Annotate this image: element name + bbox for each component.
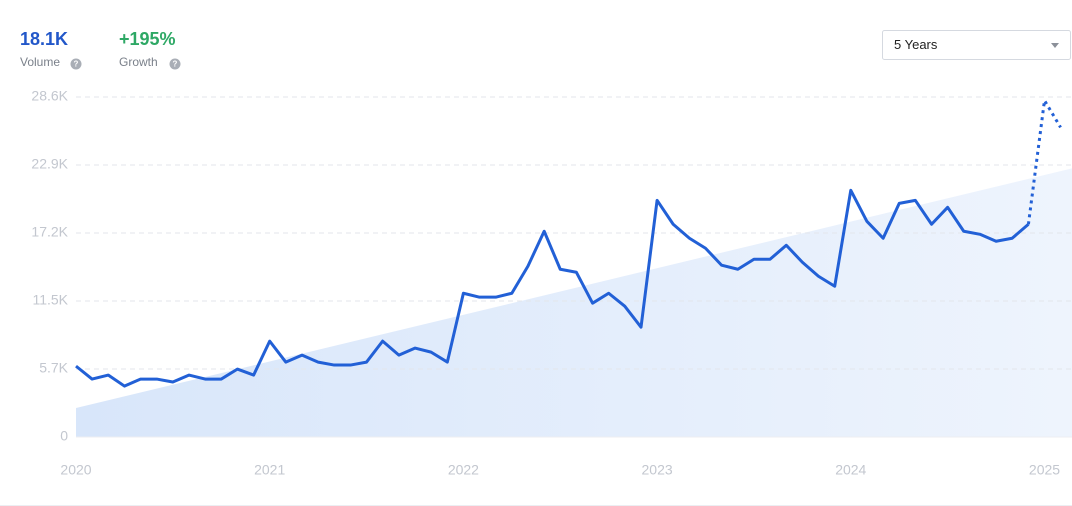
growth-label: Growth xyxy=(119,55,158,69)
help-icon[interactable] xyxy=(70,58,82,70)
y-tick-label: 0 xyxy=(60,428,68,444)
x-tick-label: 2022 xyxy=(448,462,479,478)
volume-value: 18.1K xyxy=(20,29,68,49)
x-tick-label: 2023 xyxy=(642,462,673,478)
help-icon-glyph: ? xyxy=(173,60,178,69)
x-tick-label: 2020 xyxy=(60,462,91,478)
trend-line xyxy=(75,188,1030,388)
y-tick-label: 28.6K xyxy=(31,88,68,104)
help-icon[interactable] xyxy=(169,58,181,70)
y-tick-label: 17.2K xyxy=(31,224,68,240)
x-tick-label: 2021 xyxy=(254,462,285,478)
help-icon-glyph: ? xyxy=(74,60,79,69)
x-tick-label: 2025 xyxy=(1029,462,1060,478)
select-value: 5 Years xyxy=(894,37,938,52)
trend-area xyxy=(76,168,1072,437)
y-tick-label: 22.9K xyxy=(31,156,68,172)
select-caret xyxy=(1051,43,1059,48)
y-tick-label: 11.5K xyxy=(32,292,68,308)
x-tick-label: 2024 xyxy=(835,462,866,478)
growth-value: +195% xyxy=(119,29,176,49)
volume-label: Volume xyxy=(20,55,60,69)
period-select[interactable]: 5 Years xyxy=(882,30,1071,60)
select-box[interactable] xyxy=(882,30,1071,60)
y-tick-label: 5.7K xyxy=(39,360,68,376)
